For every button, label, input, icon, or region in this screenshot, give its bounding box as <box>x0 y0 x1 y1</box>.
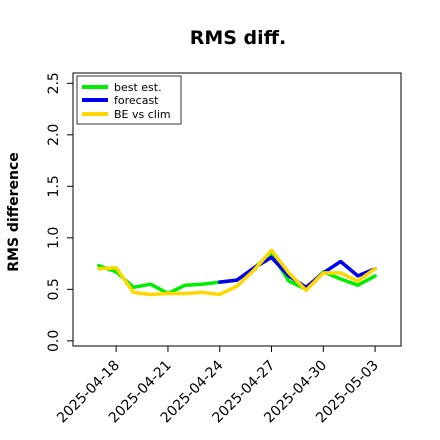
legend-label-forecast: forecast <box>114 94 159 107</box>
chart-title: RMS diff. <box>190 27 287 49</box>
y-tick-label: 2.0 <box>46 124 62 146</box>
legend: best est. forecast BE vs clim <box>76 75 182 125</box>
y-tick-label: 1.5 <box>46 175 62 197</box>
y-tick-label: 1.0 <box>46 227 62 249</box>
legend-label-best-est: best est. <box>114 81 162 94</box>
y-tick-label: 0.5 <box>46 278 62 300</box>
y-tick-label: 0.0 <box>46 330 62 352</box>
y-axis-label: RMS difference <box>6 152 22 272</box>
y-tick-label: 2.5 <box>46 72 62 94</box>
legend-label-be-vs-clim: BE vs clim <box>114 108 171 121</box>
y-axis: 0.0 0.5 1.0 1.5 2.0 2.5 <box>46 72 73 352</box>
series-line-be-vs-clim <box>97 248 377 297</box>
x-axis: 2025-04-182025-04-212025-04-242025-04-27… <box>54 346 382 426</box>
series-layer <box>97 248 377 297</box>
plot-frame <box>72 72 402 347</box>
